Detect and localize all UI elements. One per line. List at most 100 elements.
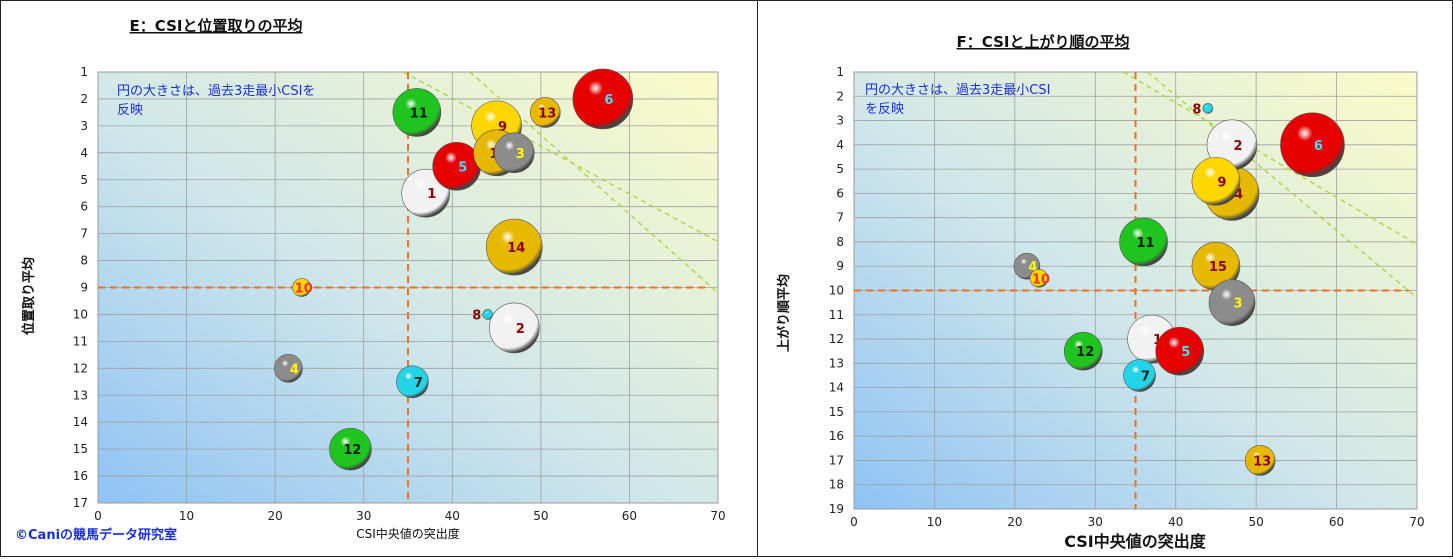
y-tick-label: 4	[80, 146, 88, 160]
y-tick-label: 12	[829, 332, 844, 346]
bubble-point	[1208, 279, 1256, 326]
bubble-label: 6	[1314, 139, 1323, 154]
bubble-label: 7	[1141, 369, 1150, 384]
bubble-point	[482, 309, 494, 320]
bubble-point	[1202, 103, 1214, 114]
bubbles: 614215911153127134108	[1013, 102, 1345, 476]
guide-lines	[98, 72, 710, 503]
x-tick-label: 60	[1329, 515, 1344, 529]
x-tick-label: 10	[927, 515, 942, 529]
bubble-point	[1029, 269, 1049, 288]
chart-panel-f: 0 10 20 30 40 50 60 70 1 2 3 4 5 6 7 8 9 10 11 12 13 14 15 16 17…	[757, 0, 1453, 557]
y-tick-label: 10	[829, 284, 844, 298]
x-tick-label: 70	[1409, 515, 1424, 529]
bubble-label: 2	[1233, 139, 1242, 154]
bubble-label: 4	[290, 362, 299, 377]
y-tick-label: 8	[80, 254, 88, 268]
bubble-point	[392, 88, 442, 137]
y-tick-label: 6	[80, 200, 88, 214]
y-tick-label: 16	[829, 429, 844, 443]
bubble-point	[329, 427, 372, 471]
y-tick-label: 11	[73, 334, 88, 348]
y-tick-label: 6	[836, 186, 844, 200]
x-tick-label: 10	[179, 509, 194, 523]
chart-title: F：CSIと上がり順の平均	[957, 33, 1130, 51]
x-tick-label: 40	[1168, 515, 1183, 529]
chart-e: 0 10 20 30 40 50 60 701234567891011121314151617…	[15, 17, 726, 543]
bubble-label: 5	[1181, 345, 1190, 360]
y-tick-label: 17	[73, 496, 88, 510]
chart-panel-e: 0 10 20 30 40 50 60 70 1 2 3 4 5 6 7 8 9 10 11 12 13 14 15 16 17…	[0, 0, 758, 557]
x-axis-label: CSI中央値の突出度	[1064, 532, 1207, 551]
bubble-label: 10	[295, 282, 313, 297]
bubble-point	[1244, 445, 1276, 476]
chart-f: 0 10 20 30 40 50 60 701234567891011121314151617…	[776, 33, 1425, 551]
chart-title: E：CSIと位置取りの平均	[130, 17, 303, 35]
y-tick-label: 1	[836, 65, 844, 79]
bubble-label: 5	[458, 160, 467, 175]
y-tick-label: 3	[80, 119, 88, 133]
y-tick-label: 10	[73, 307, 88, 321]
bubbles: 614291511151237134108	[274, 68, 634, 471]
bubble-label: 2	[516, 322, 525, 337]
x-tick-label: 30	[1088, 515, 1103, 529]
bubble-point	[1155, 326, 1205, 376]
x-tick-label: 50	[1249, 515, 1264, 529]
bubble-point	[1191, 156, 1241, 206]
x-tick-label: 60	[622, 509, 637, 523]
x-tick-label: 20	[1007, 515, 1022, 529]
note-text: 円の大きさは、過去3走最小CSIを反映	[117, 84, 315, 118]
credit-text: ©Caniの競馬データ研究室	[15, 527, 177, 543]
y-tick-label: 3	[836, 114, 844, 128]
y-tick-label: 2	[80, 92, 88, 106]
y-tick-label: 13	[73, 388, 88, 402]
x-tick-label: 0	[94, 509, 102, 523]
y-tick-label: 15	[73, 442, 88, 456]
bubble-label: 8	[472, 308, 481, 323]
y-tick-label: 1	[80, 65, 88, 79]
y-tick-label: 5	[836, 162, 844, 176]
bubble-point	[488, 302, 540, 354]
bubble-label: 1	[427, 187, 436, 202]
y-tick-label: 7	[836, 211, 844, 225]
bubble-label: 7	[414, 376, 423, 391]
y-axis-label: 上がり順平均	[776, 274, 792, 352]
bubble-label: 6	[604, 93, 613, 108]
bubble-point	[529, 97, 561, 128]
bubble-point	[292, 278, 312, 297]
y-tick-label: 19	[829, 502, 844, 516]
y-tick-label: 12	[73, 361, 88, 375]
bubble-point	[1123, 359, 1156, 392]
y-tick-label: 14	[73, 415, 88, 429]
x-tick-label: 40	[445, 509, 460, 523]
x-tick-label: 50	[533, 509, 548, 523]
bubble-label: 11	[1136, 236, 1154, 251]
bubble-label: 1	[1153, 333, 1162, 348]
bubble-label: 14	[507, 241, 525, 256]
bubble-label: 12	[1076, 345, 1094, 360]
y-tick-label: 2	[836, 89, 844, 103]
bubble-label: 13	[538, 106, 556, 121]
bubble-point	[274, 354, 303, 383]
y-tick-label: 9	[80, 281, 88, 295]
y-tick-label: 16	[73, 469, 88, 483]
x-tick-label: 30	[356, 509, 371, 523]
y-tick-label: 8	[836, 235, 844, 249]
y-axis-label: 位置取り平均	[21, 257, 37, 335]
y-tick-label: 18	[829, 478, 844, 492]
bubble-label: 3	[516, 147, 525, 162]
y-tick-label: 13	[829, 356, 844, 370]
y-tick-label: 17	[829, 453, 844, 467]
diagonal-lines	[1123, 72, 1417, 299]
bubble-point	[493, 132, 535, 174]
bubble-label: 10	[1032, 272, 1050, 287]
y-tick-label: 15	[829, 405, 844, 419]
x-tick-label: 70	[710, 509, 725, 523]
bubble-point	[1280, 112, 1345, 178]
x-tick-label: 20	[268, 509, 283, 523]
y-tick-label: 14	[829, 381, 844, 395]
bubble-point	[572, 68, 634, 130]
y-tick-label: 5	[80, 173, 88, 187]
bubble-point	[485, 218, 543, 276]
bubble-point	[1063, 331, 1103, 371]
